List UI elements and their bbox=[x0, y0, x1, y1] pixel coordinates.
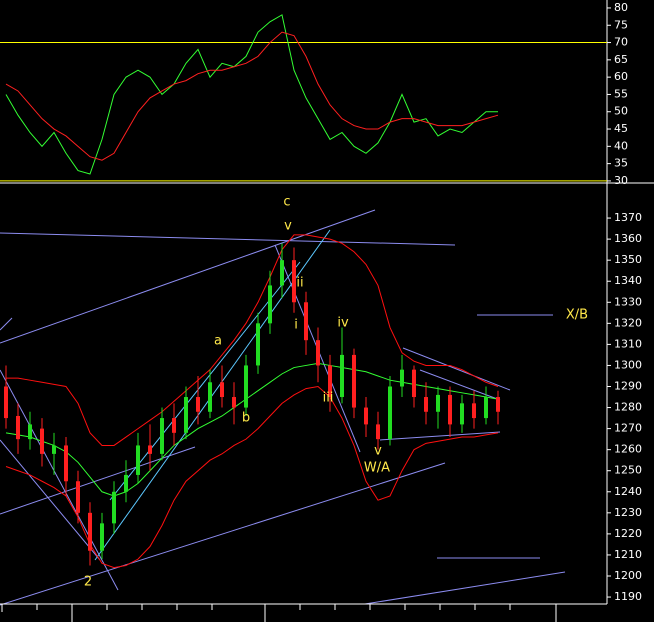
y-tick-label: 1240 bbox=[614, 485, 642, 498]
candle-body bbox=[376, 424, 380, 440]
trend-lines bbox=[0, 209, 566, 606]
y-tick-label: 75 bbox=[614, 18, 628, 31]
annotation: X/B bbox=[566, 308, 588, 323]
y-tick-label: 80 bbox=[614, 1, 628, 14]
annotation: 2 bbox=[84, 575, 92, 590]
y-tick-label: 1280 bbox=[614, 401, 642, 414]
candle-body bbox=[172, 418, 176, 433]
candle-body bbox=[460, 403, 464, 425]
candle-body bbox=[244, 365, 248, 408]
y-tick-label: 1220 bbox=[614, 527, 642, 540]
annotation: v bbox=[374, 444, 382, 459]
candle-body bbox=[364, 407, 368, 425]
candle-body bbox=[196, 397, 200, 412]
y-tick-label: 1260 bbox=[614, 443, 642, 456]
candle-body bbox=[388, 386, 392, 440]
candle-body bbox=[16, 415, 20, 440]
candle-body bbox=[352, 354, 356, 408]
candle-body bbox=[424, 397, 428, 412]
candle-body bbox=[208, 382, 212, 412]
candle-body bbox=[28, 424, 32, 440]
line-series bbox=[5, 362, 499, 497]
candle-body bbox=[124, 474, 128, 492]
y-tick-label: 55 bbox=[614, 87, 628, 100]
y-tick-label: 1320 bbox=[614, 316, 642, 329]
line-series bbox=[5, 31, 499, 161]
y-tick-label: 1300 bbox=[614, 358, 642, 371]
candle-body bbox=[412, 369, 416, 398]
x-ticks bbox=[1, 604, 557, 622]
candle-body bbox=[4, 386, 8, 419]
annotation: v bbox=[284, 219, 292, 234]
y-tick-label: 1230 bbox=[614, 506, 642, 519]
line-series bbox=[5, 385, 499, 569]
y-tick-label: 1200 bbox=[614, 569, 642, 582]
y-tick-label: 45 bbox=[614, 122, 628, 135]
y-tick-label: 1310 bbox=[614, 337, 642, 350]
candle-body bbox=[112, 491, 116, 524]
candle-body bbox=[232, 397, 236, 408]
candle-body bbox=[76, 481, 80, 513]
annotation: c bbox=[283, 195, 290, 210]
y-tick-label: 1350 bbox=[614, 253, 642, 266]
candle-body bbox=[52, 445, 56, 454]
annotation: i bbox=[294, 318, 298, 333]
y-tick-label: 70 bbox=[614, 36, 628, 49]
y-tick-label: 1360 bbox=[614, 232, 642, 245]
candle-body bbox=[268, 285, 272, 324]
candle-body bbox=[436, 394, 440, 412]
candle-body bbox=[256, 323, 260, 366]
candle-body bbox=[40, 428, 44, 454]
candle-body bbox=[328, 365, 332, 398]
candle-body bbox=[496, 397, 500, 412]
y-tick-label: 1210 bbox=[614, 548, 642, 561]
line-series bbox=[6, 234, 499, 446]
annotation: ii bbox=[296, 276, 303, 291]
candle-body bbox=[88, 512, 92, 551]
candle-body bbox=[184, 397, 188, 433]
candle-body bbox=[280, 260, 284, 286]
y-tick-label: 30 bbox=[614, 174, 628, 187]
annotation: b bbox=[242, 411, 250, 426]
y-tick-label: 1370 bbox=[614, 211, 642, 224]
y-tick-label: 1250 bbox=[614, 464, 642, 477]
candle-body bbox=[448, 394, 452, 425]
candle-body bbox=[304, 302, 308, 341]
annotation: iii bbox=[323, 391, 334, 406]
y-tick-label: 35 bbox=[614, 157, 628, 170]
y-tick-label: 50 bbox=[614, 105, 628, 118]
candle-body bbox=[220, 382, 224, 398]
candle-body bbox=[148, 445, 152, 454]
annotation: W/A bbox=[364, 461, 390, 476]
candle-body bbox=[472, 403, 476, 419]
candle-body bbox=[64, 445, 68, 482]
y-tick-label: 1190 bbox=[614, 590, 642, 603]
candle-body bbox=[316, 340, 320, 366]
y-tick-label: 65 bbox=[614, 53, 628, 66]
y-tick-label: 40 bbox=[614, 139, 628, 152]
candle-body bbox=[340, 354, 344, 398]
candle-body bbox=[292, 260, 296, 303]
annotation: iv bbox=[337, 316, 349, 331]
y-tick-label: 1270 bbox=[614, 422, 642, 435]
candle-body bbox=[136, 445, 140, 475]
y-tick-label: 1290 bbox=[614, 379, 642, 392]
y-tick-label: 1340 bbox=[614, 274, 642, 287]
y-tick-label: 1330 bbox=[614, 295, 642, 308]
candle-body bbox=[484, 397, 488, 419]
candle-body bbox=[160, 418, 164, 454]
y-tick-label: 60 bbox=[614, 70, 628, 83]
candle-body bbox=[400, 369, 404, 387]
annotation: a bbox=[214, 334, 222, 349]
candle-body bbox=[100, 523, 104, 551]
line-series bbox=[5, 14, 498, 175]
